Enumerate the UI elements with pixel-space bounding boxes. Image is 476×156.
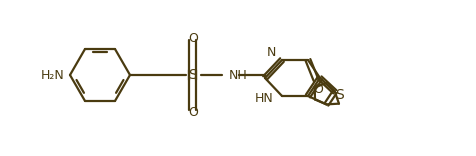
Text: S: S	[335, 88, 344, 102]
Text: N: N	[266, 46, 276, 58]
Text: O: O	[188, 105, 198, 119]
Text: NH: NH	[228, 68, 247, 81]
Text: H₂N: H₂N	[41, 68, 65, 81]
Text: S: S	[188, 68, 197, 82]
Text: O: O	[188, 32, 198, 44]
Text: O: O	[312, 83, 322, 95]
Text: HN: HN	[255, 92, 273, 105]
